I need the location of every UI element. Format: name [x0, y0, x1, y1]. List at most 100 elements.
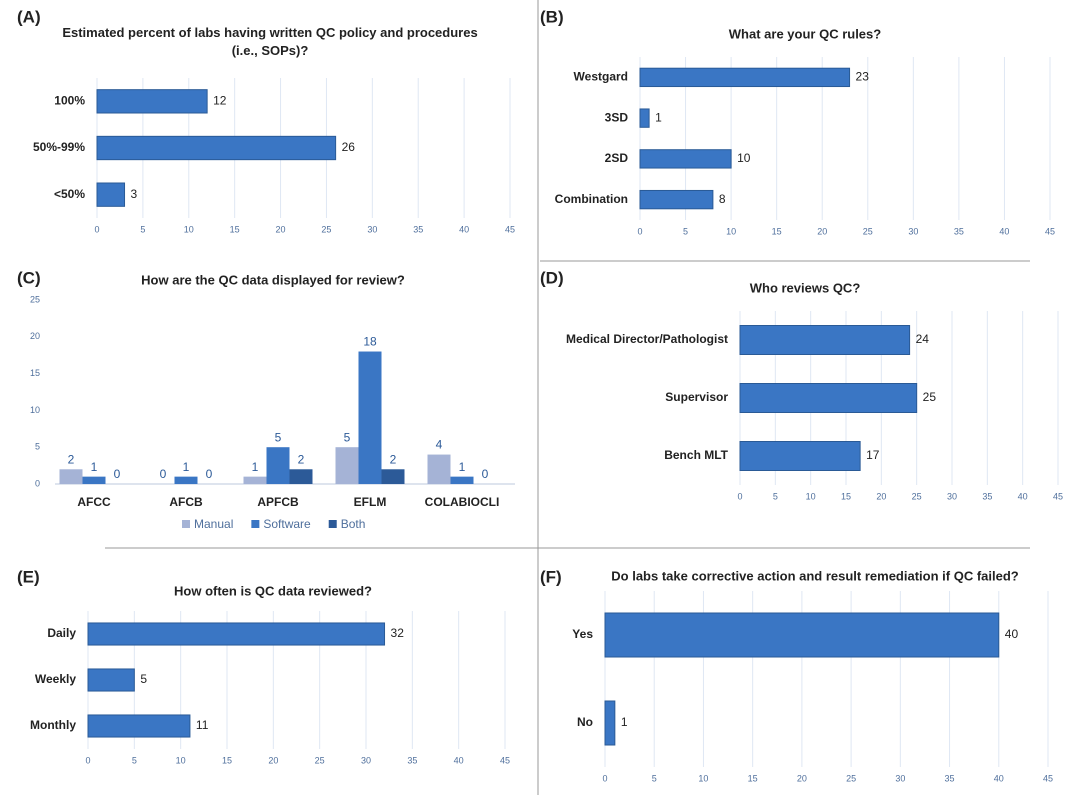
- bar: [87, 714, 191, 738]
- x-tick-label: 10: [184, 224, 194, 234]
- x-tick-label: 30: [947, 491, 957, 501]
- value-label: 5: [140, 672, 147, 686]
- x-tick-label: 30: [361, 755, 371, 765]
- value-label: 1: [252, 460, 259, 474]
- value-label: 1: [91, 460, 98, 474]
- x-tick-label: EFLM: [354, 495, 387, 509]
- x-tick-label: 5: [140, 224, 145, 234]
- x-tick-label: 10: [806, 491, 816, 501]
- legend-label: Software: [263, 517, 311, 531]
- value-label: 0: [482, 467, 489, 481]
- x-tick-label: 5: [683, 226, 688, 236]
- x-tick-label: 15: [230, 224, 240, 234]
- x-tick-label: AFCC: [77, 495, 111, 509]
- value-label: 40: [1005, 627, 1019, 641]
- panel-label: (A): [17, 7, 41, 26]
- bar: [289, 469, 313, 484]
- category-label: Monthly: [30, 718, 76, 732]
- category-label: Combination: [555, 192, 628, 206]
- x-tick-label: COLABIOCLI: [425, 495, 500, 509]
- category-label: Supervisor: [665, 390, 728, 404]
- value-label: 0: [114, 467, 121, 481]
- value-label: 1: [655, 110, 662, 124]
- x-tick-label: 15: [841, 491, 851, 501]
- x-tick-label: 25: [912, 491, 922, 501]
- value-label: 2: [298, 452, 305, 466]
- x-tick-label: 20: [276, 224, 286, 234]
- value-label: 4: [436, 438, 443, 452]
- value-label: 24: [916, 332, 930, 346]
- x-tick-label: 15: [772, 226, 782, 236]
- bar: [739, 441, 861, 471]
- x-tick-label: 5: [652, 773, 657, 783]
- bar: [739, 383, 918, 413]
- chart-title: Estimated percent of labs having written…: [62, 25, 478, 58]
- bar: [604, 700, 616, 746]
- legend-label: Both: [341, 517, 366, 531]
- y-tick-label: 5: [35, 442, 40, 452]
- x-tick-label: 20: [797, 773, 807, 783]
- category-label: <50%: [54, 187, 85, 201]
- value-label: 2: [68, 452, 75, 466]
- value-label: 1: [621, 715, 628, 729]
- bar: [96, 182, 126, 207]
- chart-title: How are the QC data displayed for review…: [141, 272, 405, 287]
- x-tick-label: 20: [268, 755, 278, 765]
- y-tick-label: 10: [30, 405, 40, 415]
- legend-swatch: [328, 520, 337, 528]
- value-label: 10: [737, 151, 751, 165]
- value-label: 25: [923, 390, 937, 404]
- bar: [639, 108, 650, 128]
- x-tick-label: 0: [85, 755, 90, 765]
- x-tick-label: 35: [413, 224, 423, 234]
- x-tick-label: 5: [773, 491, 778, 501]
- x-tick-label: AFCB: [169, 495, 203, 509]
- x-tick-label: 10: [176, 755, 186, 765]
- bar: [739, 325, 911, 355]
- x-tick-label: 40: [999, 226, 1009, 236]
- bar: [59, 469, 83, 484]
- x-tick-label: 0: [602, 773, 607, 783]
- x-tick-label: 45: [1043, 773, 1053, 783]
- category-label: 2SD: [605, 151, 629, 165]
- category-label: 3SD: [605, 110, 629, 124]
- value-label: 12: [213, 94, 227, 108]
- bar: [381, 469, 405, 484]
- panel-label: (C): [17, 268, 41, 287]
- x-tick-label: 5: [132, 755, 137, 765]
- bar: [427, 454, 451, 484]
- category-label: Medical Director/Pathologist: [566, 332, 728, 346]
- x-tick-label: 45: [505, 224, 515, 234]
- x-tick-label: 15: [748, 773, 758, 783]
- value-label: 26: [342, 140, 356, 154]
- y-tick-label: 20: [30, 331, 40, 341]
- category-label: Yes: [572, 627, 593, 641]
- value-label: 0: [160, 467, 167, 481]
- value-label: 2: [390, 452, 397, 466]
- legend-label: Manual: [194, 517, 233, 531]
- value-label: 1: [183, 460, 190, 474]
- x-tick-label: 20: [876, 491, 886, 501]
- bar: [243, 476, 267, 484]
- bar: [87, 622, 386, 646]
- y-tick-label: 25: [30, 294, 40, 304]
- category-label: 100%: [54, 94, 85, 108]
- x-tick-label: APFCB: [257, 495, 299, 509]
- panel-label: (E): [17, 567, 40, 586]
- value-label: 18: [363, 335, 377, 349]
- value-label: 17: [866, 448, 880, 462]
- bar: [82, 476, 106, 484]
- x-tick-label: 30: [367, 224, 377, 234]
- value-label: 5: [344, 430, 351, 444]
- x-tick-label: 40: [459, 224, 469, 234]
- value-label: 23: [856, 70, 870, 84]
- x-tick-label: 25: [315, 755, 325, 765]
- bar: [174, 476, 198, 484]
- bar: [96, 89, 208, 114]
- x-tick-label: 25: [863, 226, 873, 236]
- y-tick-label: 15: [30, 368, 40, 378]
- chart-title: Do labs take corrective action and resul…: [611, 568, 1019, 583]
- bar: [450, 476, 474, 484]
- x-tick-label: 0: [737, 491, 742, 501]
